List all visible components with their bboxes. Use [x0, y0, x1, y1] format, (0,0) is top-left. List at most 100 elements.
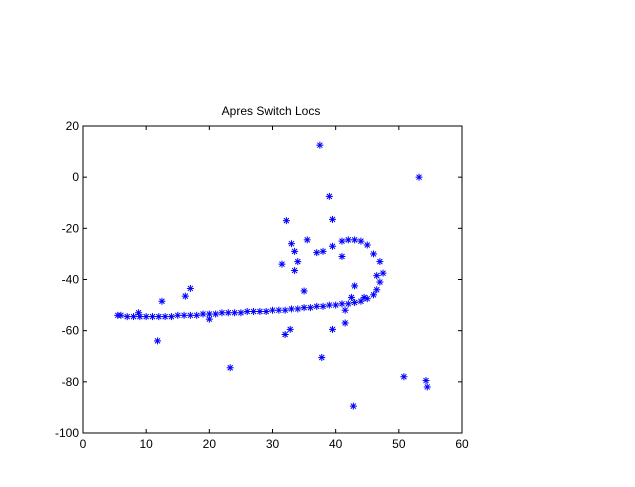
data-point [338, 300, 346, 308]
data-point [155, 313, 163, 321]
data-point [313, 249, 321, 257]
data-point [186, 284, 194, 292]
data-point [329, 325, 337, 333]
y-tick-label: -20 [62, 221, 80, 235]
data-point [351, 236, 359, 244]
y-tick-labels: 20 0 -20 -40 -60 -80 -100 [55, 119, 79, 440]
data-point [300, 287, 308, 295]
data-point [218, 309, 226, 317]
y-tick-label: -80 [62, 375, 80, 389]
data-point [363, 241, 371, 249]
data-point [294, 258, 302, 266]
data-point [180, 311, 188, 319]
x-tick-label: 0 [80, 437, 87, 451]
data-point [291, 267, 299, 275]
x-tick-label: 20 [203, 437, 217, 451]
data-point [415, 173, 423, 181]
data-point [294, 305, 302, 313]
data-point [212, 310, 220, 318]
data-point [329, 215, 337, 223]
data-point [142, 313, 150, 321]
data-point [287, 305, 295, 313]
data-point [237, 309, 245, 317]
data-point [300, 304, 308, 312]
y-tick-label: -40 [62, 273, 80, 287]
data-point [303, 236, 311, 244]
data-point [306, 304, 314, 312]
data-point [316, 141, 324, 149]
data-point [325, 192, 333, 200]
x-tick-label: 60 [455, 437, 469, 451]
data-point [161, 313, 169, 321]
data-point [281, 306, 289, 314]
data-point [123, 313, 131, 321]
data-point [338, 237, 346, 245]
y-tick-label: 0 [72, 170, 79, 184]
data-point [186, 311, 194, 319]
data-point [224, 309, 232, 317]
x-tick-label: 30 [266, 437, 280, 451]
data-point [287, 240, 295, 248]
data-point [344, 236, 352, 244]
data-point [357, 237, 365, 245]
data-point [351, 282, 359, 290]
data-point [278, 260, 286, 268]
data-point [344, 300, 352, 308]
data-point [154, 337, 162, 345]
data-point [313, 302, 321, 310]
data-point [262, 307, 270, 315]
data-point [341, 319, 349, 327]
data-point [205, 315, 213, 323]
data-point [135, 309, 143, 317]
data-point [205, 310, 213, 318]
axis-ticks [82, 125, 463, 434]
chart-title: Apres Switch Locs [222, 104, 321, 118]
data-point [351, 299, 359, 307]
data-point [376, 278, 384, 286]
x-tick-label: 40 [329, 437, 343, 451]
data-point [373, 272, 381, 280]
data-point [373, 286, 381, 294]
data-point [256, 307, 264, 315]
data-point [181, 292, 189, 300]
data-point [282, 217, 290, 225]
data-point [325, 301, 333, 309]
data-point [319, 302, 327, 310]
data-point [318, 354, 326, 362]
y-tick-label: 20 [66, 119, 80, 133]
data-point [349, 402, 357, 410]
data-point [199, 310, 207, 318]
x-tick-labels: 0 10 20 30 40 50 60 [80, 437, 469, 451]
data-point [269, 306, 276, 314]
data-point [423, 383, 431, 391]
data-point [370, 250, 378, 258]
data-point [291, 247, 299, 255]
data-point [275, 306, 283, 314]
plot-area [82, 125, 463, 434]
data-point [250, 307, 258, 315]
data-point [174, 311, 182, 319]
data-point [167, 313, 175, 321]
data-point [130, 313, 138, 321]
data-point [400, 373, 408, 381]
data-point [338, 252, 346, 260]
data-point [286, 325, 294, 333]
x-tick-label: 10 [139, 437, 153, 451]
data-point [158, 297, 166, 305]
data-point [347, 293, 355, 301]
data-point [281, 331, 289, 339]
data-point [329, 242, 337, 250]
data-point [357, 297, 365, 305]
data-point [360, 293, 368, 301]
data-point [332, 301, 340, 309]
data-point [379, 269, 387, 277]
y-tick-label: -100 [55, 426, 79, 440]
data-point [148, 313, 156, 321]
data-point [114, 311, 122, 319]
data-markers [114, 141, 431, 410]
data-point [341, 306, 349, 314]
x-tick-label: 50 [392, 437, 406, 451]
data-point [376, 258, 384, 266]
data-point [231, 309, 239, 317]
